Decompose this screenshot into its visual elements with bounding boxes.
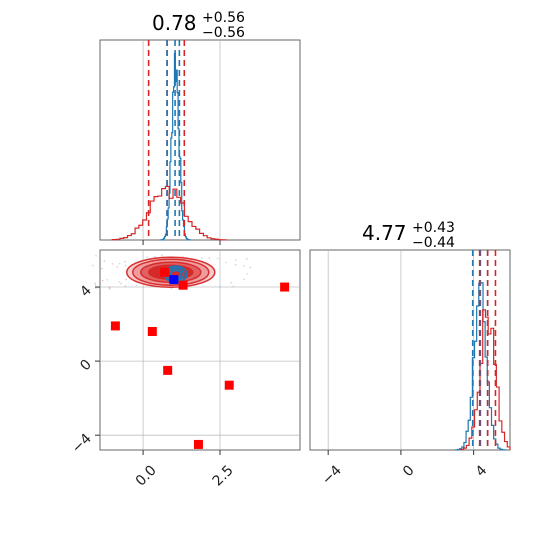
sample-dot <box>232 285 234 288</box>
sample-dot <box>124 285 127 287</box>
histogram-series-b-param-1 <box>111 185 227 241</box>
sample-dot <box>103 260 106 262</box>
marginal-1-title: 0.78 +0.56 −0.56 <box>152 10 245 41</box>
sample-dot <box>216 257 219 260</box>
marginal-2-x-tick-label-2: 4 <box>473 462 491 480</box>
red-square-marker-7 <box>178 280 188 290</box>
sample-dot <box>92 264 94 267</box>
red-square-marker-1 <box>147 326 157 336</box>
sample-dot <box>135 284 138 287</box>
joint-y-tick-label-0: 4 <box>77 282 95 300</box>
sample-dot <box>243 278 246 281</box>
sample-dot <box>120 282 122 285</box>
joint-x-tick-label-0: 0.0 <box>133 462 160 489</box>
red-square-marker-3 <box>224 380 234 390</box>
histogram-series-b-param-2 <box>460 309 511 451</box>
marginal-2-x-tick-label-1: 0 <box>400 462 418 480</box>
sample-dot <box>234 263 237 266</box>
joint-y-tick-label-1: 0 <box>77 357 95 375</box>
sample-dot <box>106 278 109 281</box>
sample-dot <box>124 260 126 263</box>
sample-dot <box>95 287 97 290</box>
sample-dot <box>118 262 121 265</box>
sample-dot <box>101 267 103 270</box>
sample-dot <box>160 254 163 257</box>
title-1-plus: +0.56 <box>202 10 245 26</box>
sample-dot <box>219 285 222 288</box>
joint-y-tick-label-2: −4 <box>69 431 95 457</box>
sample-dot <box>208 257 211 260</box>
marginal-2-x-tick-label-0: −4 <box>319 462 345 488</box>
red-square-marker-5 <box>280 282 290 292</box>
sample-dot <box>94 284 97 286</box>
title-2-minus: −0.44 <box>412 235 455 251</box>
marginal-panel-1 <box>99 39 301 241</box>
sample-dot <box>243 264 245 267</box>
sample-dot <box>118 280 121 283</box>
sample-dot <box>246 273 249 275</box>
red-square-marker-2 <box>163 365 173 375</box>
blue-square-marker-0 <box>169 275 179 285</box>
sample-dot <box>108 286 110 289</box>
sample-dot <box>124 264 127 267</box>
sample-dot <box>94 282 96 285</box>
title-2-plus: +0.43 <box>412 220 455 236</box>
sample-dot <box>146 256 149 259</box>
joint-panel <box>99 249 301 451</box>
sample-dot <box>116 266 119 268</box>
histogram-series-a-param-1 <box>159 52 192 241</box>
title-1-value: 0.78 <box>152 11 197 35</box>
sample-dot <box>153 255 156 258</box>
sample-dot <box>230 281 233 284</box>
marginal-panel-2 <box>309 249 511 451</box>
sample-dot <box>95 254 97 257</box>
sample-dot <box>101 279 104 282</box>
sample-dot <box>111 263 114 265</box>
title-1-minus: −0.56 <box>202 25 245 41</box>
sample-dot <box>225 261 228 264</box>
red-square-marker-4 <box>193 439 203 449</box>
sample-dot <box>249 266 252 269</box>
red-square-marker-6 <box>160 267 170 277</box>
sample-dot <box>245 257 248 260</box>
sample-dot <box>125 278 127 281</box>
marginal-2-title: 4.77 +0.43 −0.44 <box>362 220 455 251</box>
title-2-value: 4.77 <box>362 221 407 245</box>
sample-dot <box>234 259 237 261</box>
red-square-marker-0 <box>110 321 120 331</box>
joint-x-tick-label-1: 2.5 <box>210 462 237 489</box>
sample-dot <box>200 257 203 259</box>
